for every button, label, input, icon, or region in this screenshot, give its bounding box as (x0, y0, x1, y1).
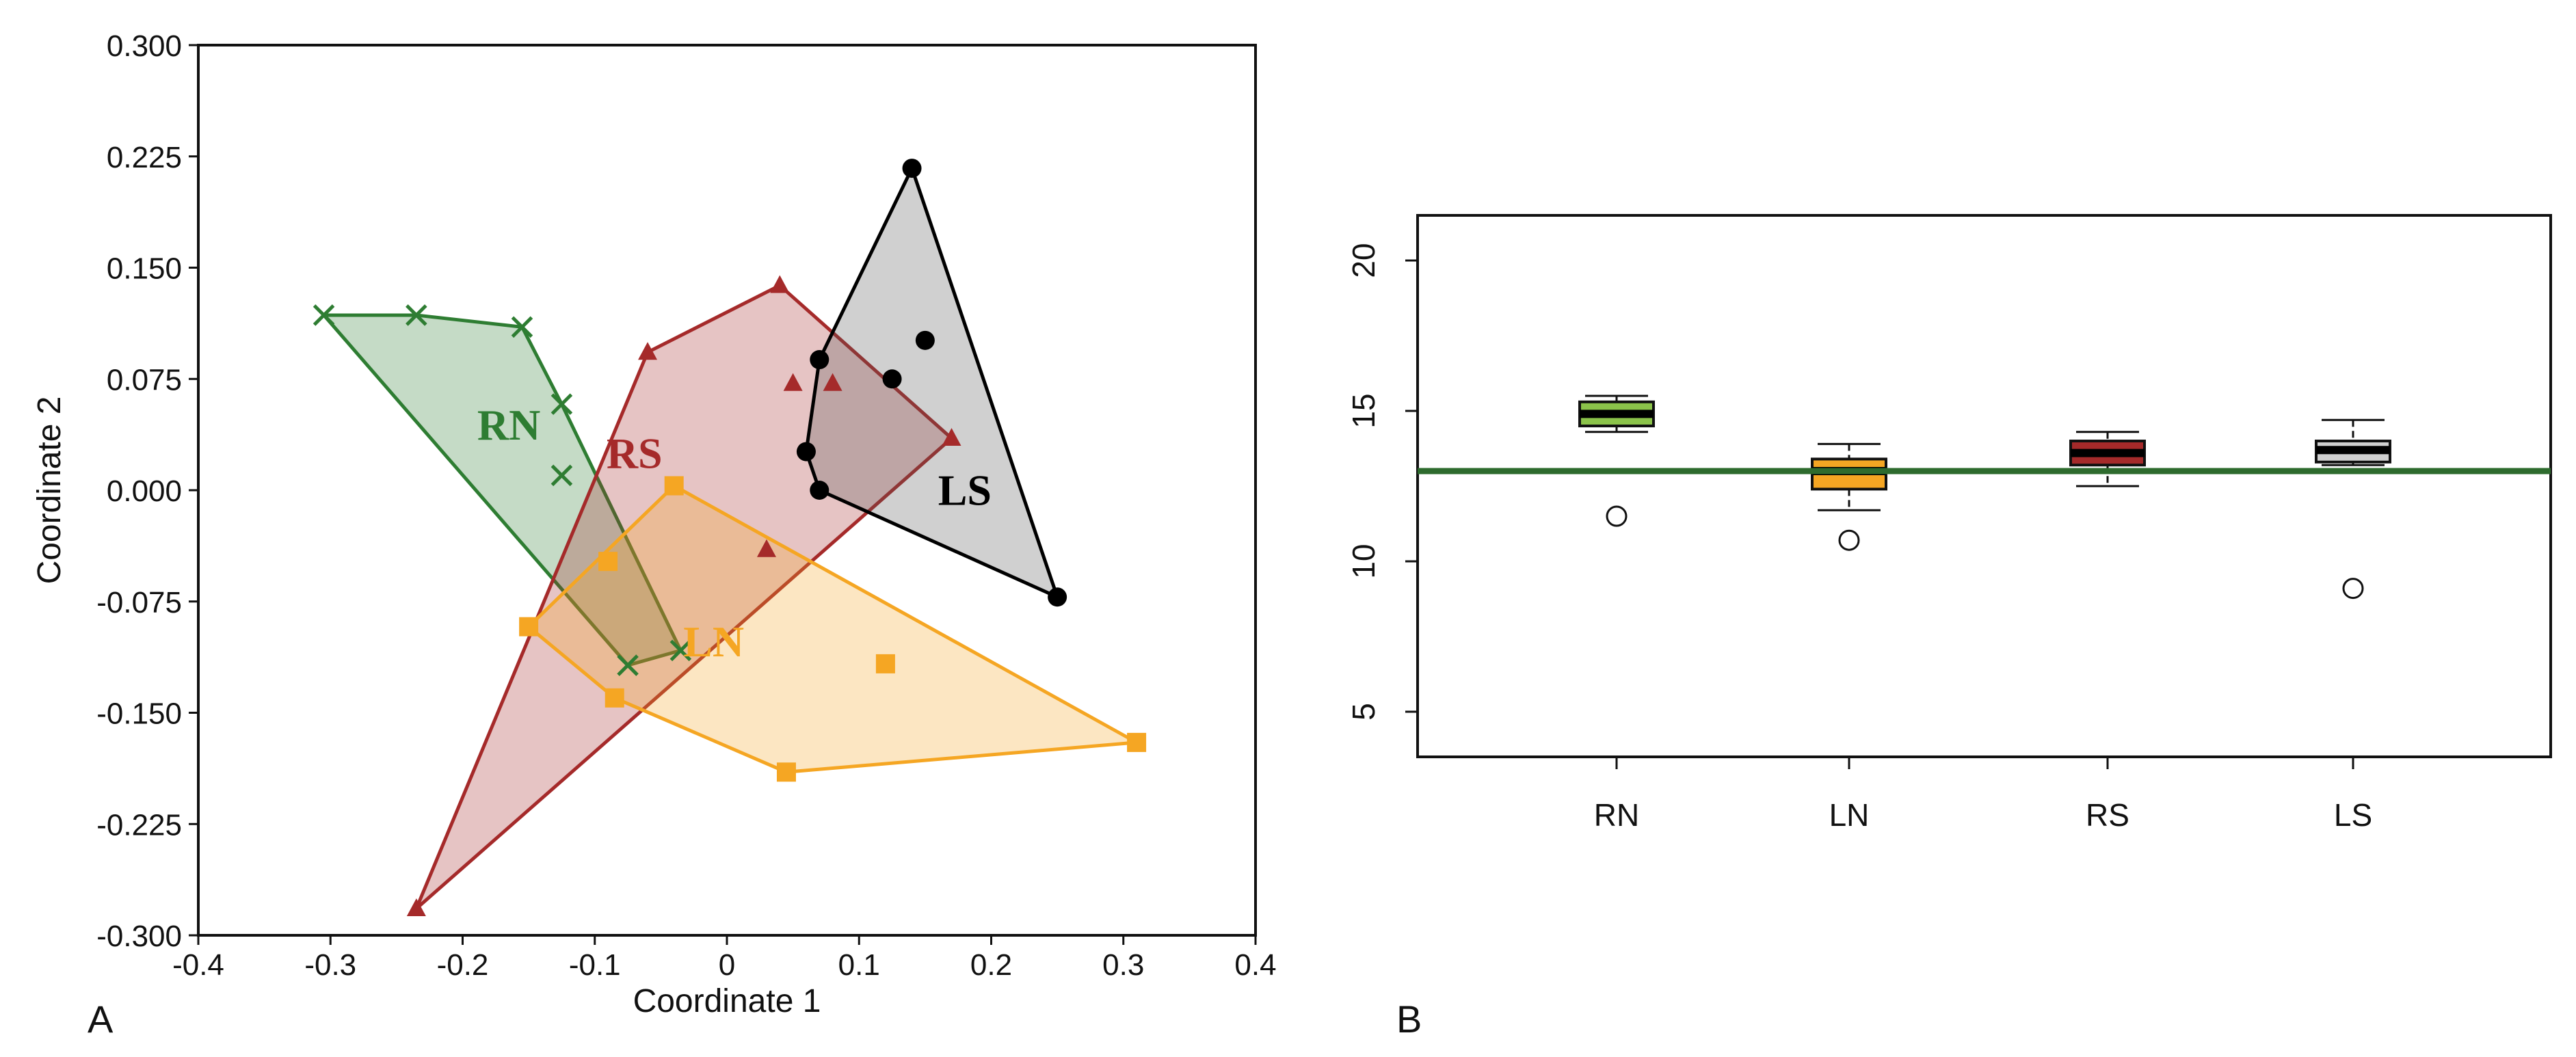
point-rn-2-stroke-b (511, 316, 533, 338)
point-rn-3 (550, 393, 573, 415)
panel-a-scatter: RN RS LS LN -0.4 -0.3 -0.2 -0.1 0 0.1 0.2 0.3 0.4 0.3… (31, 29, 1277, 1019)
x-tick-label-a-1: -0.3 (304, 948, 356, 982)
y-tick-label-b-0: 5 (1346, 703, 1381, 721)
y-tick-label-b-3: 20 (1346, 243, 1381, 278)
point-rn-6-stroke-b (669, 639, 692, 662)
panel-label-b: B (1396, 998, 1422, 1041)
group-label-rn: RN (477, 401, 540, 449)
x-tick-label-a-7: 0.3 (1102, 948, 1144, 982)
x-tick-label-a-5: 0.1 (838, 948, 880, 982)
point-rs-2 (770, 275, 790, 293)
y-tick-label-a-6: -0.150 (96, 697, 182, 731)
point-rn-0 (313, 304, 335, 326)
group-label-ls: LS (938, 466, 992, 515)
box-ln-outlier-0 (1838, 529, 1860, 551)
y-tick-label-a-5: -0.075 (96, 586, 182, 619)
point-rs-6 (756, 539, 776, 557)
x-tick-label-b-2: RS (2086, 797, 2129, 833)
point-ln-0 (664, 476, 684, 496)
y-tick-label-a-8: -0.300 (96, 920, 182, 953)
point-rs-1 (638, 342, 658, 360)
point-ls-2 (882, 369, 902, 389)
panel-b-boxplot: RN LN RS LS 5 10 15 20 (1346, 214, 2552, 833)
y-tick-label-a-0: 0.300 (107, 29, 182, 63)
point-rn-2 (511, 316, 533, 338)
y-tick-label-a-3: 0.075 (107, 363, 182, 397)
x-tick-label-a-3: -0.1 (569, 948, 621, 982)
x-tick-label-b-1: LN (1829, 797, 1870, 833)
point-rn-5-stroke-b (617, 654, 639, 676)
group-label-rs: RS (607, 429, 663, 477)
hull-ln (527, 483, 1139, 774)
point-ln-6 (1127, 732, 1147, 752)
point-rn-4 (550, 464, 573, 487)
y-axis-label-a: Coordinate 2 (31, 397, 68, 585)
x-tick-label-b-0: RN (1594, 797, 1639, 833)
point-ls-6 (1048, 587, 1067, 607)
point-ln-3 (605, 688, 624, 708)
y-tick-label-a-2: 0.150 (107, 252, 182, 286)
y-tick-label-a-1: 0.225 (107, 141, 182, 174)
point-rs-0 (406, 898, 426, 916)
point-ls-1 (915, 330, 935, 350)
point-rn-0-stroke-b (313, 304, 335, 326)
x-tick-label-a-8: 0.4 (1234, 948, 1276, 982)
point-rn-3-stroke-b (550, 393, 573, 415)
point-rn-4-stroke-b (550, 464, 573, 487)
x-axis-label-a: Coordinate 1 (633, 983, 821, 1019)
box-rn-outlier-0 (1606, 505, 1628, 527)
point-ln-1 (598, 552, 618, 572)
box-ls-outlier-0 (2342, 578, 2364, 600)
point-rn-5 (617, 654, 639, 676)
x-tick-label-a-2: -0.2 (437, 948, 489, 982)
point-ls-4 (796, 442, 816, 461)
x-tick-label-b-3: LS (2334, 797, 2372, 833)
hull-ls (804, 166, 1059, 599)
plot-frame-b (1416, 214, 2552, 758)
x-tick-label-a-0: -0.4 (172, 948, 224, 982)
point-ls-5 (810, 481, 829, 500)
point-rs-3 (942, 428, 961, 446)
group-label-ln: LN (683, 617, 744, 666)
y-tick-label-a-7: -0.225 (96, 808, 182, 842)
point-rn-1 (406, 304, 427, 326)
point-rs-5 (823, 373, 842, 391)
point-ln-2 (519, 617, 539, 637)
point-ls-3 (810, 350, 829, 370)
y-tick-label-b-1: 10 (1346, 544, 1381, 578)
y-tick-label-b-2: 15 (1346, 393, 1381, 428)
point-ln-5 (776, 762, 796, 782)
point-rs-4 (783, 373, 803, 391)
y-tick-label-a-4: 0.000 (107, 474, 182, 508)
point-rn-1-stroke-b (406, 304, 427, 326)
x-tick-label-a-4: 0 (719, 948, 735, 982)
point-rn-6 (669, 639, 692, 662)
panel-label-a: A (88, 998, 114, 1041)
point-ls-0 (902, 159, 922, 178)
x-tick-label-a-6: 0.2 (970, 948, 1012, 982)
point-ln-4 (875, 654, 895, 673)
